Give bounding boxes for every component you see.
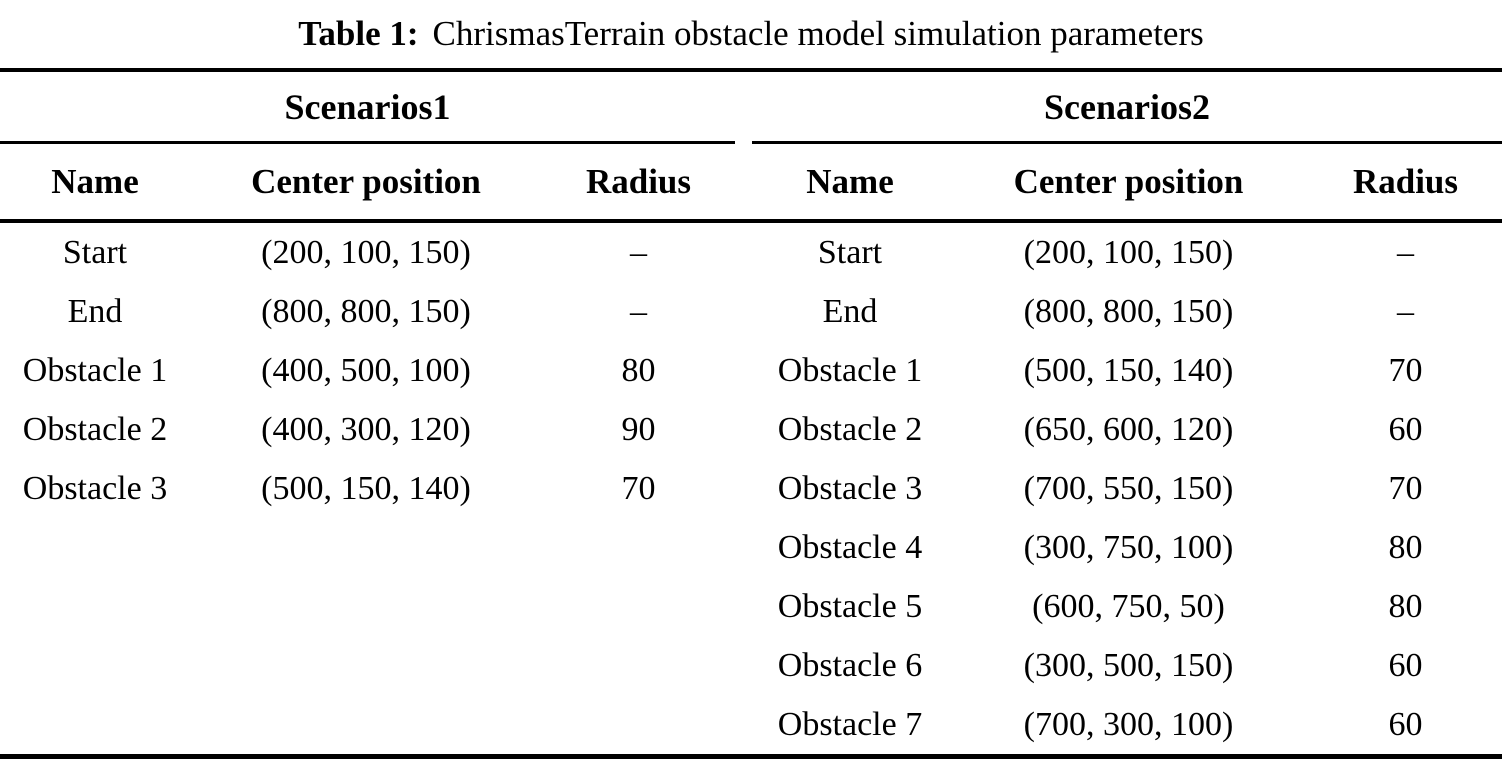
s2-row-radius: 60: [1388, 646, 1423, 684]
s2-row-radius: 80: [1388, 587, 1423, 625]
s1-row-center: (200, 100, 150): [261, 233, 471, 271]
s2-row-name: Obstacle 1: [777, 351, 923, 389]
s1-row-radius: –: [630, 233, 647, 271]
s1-row-center: (400, 300, 120): [261, 410, 471, 448]
s1-row-name: End: [67, 292, 123, 330]
rule-under-scenario2: [752, 141, 1502, 144]
s2-row-name: Start: [817, 233, 883, 271]
s2-row-name: Obstacle 7: [777, 705, 923, 743]
s1-row-name: Obstacle 2: [22, 410, 168, 448]
s2-row-name: Obstacle 4: [777, 528, 923, 566]
s1-row-radius: 80: [621, 351, 656, 389]
s2-row-center: (800, 800, 150): [1023, 292, 1234, 330]
s1-row-radius: –: [630, 292, 647, 330]
s1-row-center: (500, 150, 140): [261, 469, 471, 507]
s2-row-center: (200, 100, 150): [1023, 233, 1234, 271]
scenario2-col-radius: Radius: [1352, 161, 1459, 201]
scenario1-col-center-position: Center position: [251, 161, 481, 201]
scenario1-col-name: Name: [51, 161, 139, 201]
s2-row-radius: 60: [1388, 705, 1423, 743]
s2-row-center: (300, 500, 150): [1023, 646, 1234, 684]
s2-row-name: Obstacle 2: [777, 410, 923, 448]
s2-row-radius: 70: [1388, 469, 1423, 507]
s2-row-center: (650, 600, 120): [1023, 410, 1234, 448]
scenario1-title: Scenarios1: [284, 86, 451, 127]
s2-row-radius: 70: [1388, 351, 1423, 389]
s1-row-radius: 70: [621, 469, 656, 507]
s2-row-name: Obstacle 6: [777, 646, 923, 684]
s2-row-radius: –: [1397, 292, 1414, 330]
table-caption: Table 1: ChrismasTerrain obstacle model …: [0, 0, 1502, 68]
s1-row-radius: 90: [621, 410, 656, 448]
table-caption-label: Table 1:: [298, 14, 419, 53]
scenario2-title: Scenarios2: [1044, 86, 1210, 127]
column-gap: [735, 144, 752, 219]
s2-row-center: (600, 750, 50): [1032, 587, 1225, 625]
s1-row-name: Obstacle 1: [22, 351, 168, 389]
s1-row-name: Obstacle 3: [22, 469, 168, 507]
s2-row-radius: –: [1397, 233, 1414, 271]
s2-row-center: (300, 750, 100): [1023, 528, 1234, 566]
rule-under-scenario1: [0, 141, 735, 144]
s2-row-name: Obstacle 5: [777, 587, 923, 625]
s2-row-radius: 80: [1388, 528, 1423, 566]
s2-row-center: (700, 550, 150): [1023, 469, 1234, 507]
s2-row-center: (500, 150, 140): [1023, 351, 1234, 389]
scenario2-col-name: Name: [806, 161, 894, 201]
parameters-table: Scenarios1 Scenarios2 Name Center positi…: [0, 68, 1502, 759]
s2-row-name: Obstacle 3: [777, 469, 923, 507]
s2-row-center: (700, 300, 100): [1023, 705, 1234, 743]
scenario2-col-center-position: Center position: [1013, 161, 1244, 201]
scenario1-col-radius: Radius: [585, 161, 692, 201]
s1-row-name: Start: [62, 233, 128, 271]
s2-row-name: End: [822, 292, 878, 330]
s2-row-radius: 60: [1388, 410, 1423, 448]
s1-row-center: (800, 800, 150): [261, 292, 471, 330]
s1-row-center: (400, 500, 100): [261, 351, 471, 389]
header-rule: [0, 219, 1502, 223]
table-caption-text: ChrismasTerrain obstacle model simulatio…: [432, 14, 1204, 53]
